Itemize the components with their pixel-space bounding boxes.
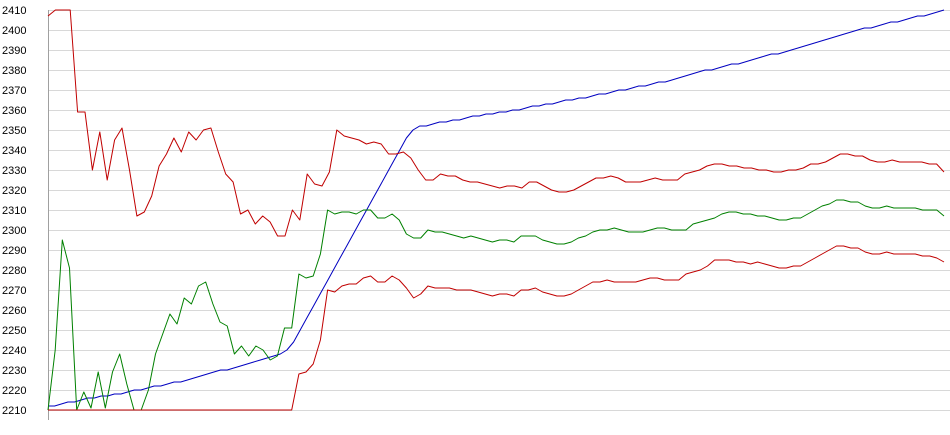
series-line-3 xyxy=(47,199,945,411)
series-line-4 xyxy=(48,245,945,411)
grid xyxy=(48,10,950,411)
series-line-2 xyxy=(47,9,945,237)
y-tick-label: 2280 xyxy=(2,265,26,277)
y-tick-label: 2300 xyxy=(2,225,26,237)
y-tick-label: 2270 xyxy=(2,285,26,297)
y-tick-label: 2390 xyxy=(2,45,26,57)
y-tick-label: 2310 xyxy=(2,205,26,217)
series-line-1 xyxy=(48,9,945,407)
y-tick-label: 2240 xyxy=(2,345,26,357)
y-tick-label: 2340 xyxy=(2,145,26,157)
y-tick-label: 2380 xyxy=(2,65,26,77)
y-tick-label: 2330 xyxy=(2,165,26,177)
y-tick-label: 2350 xyxy=(2,125,26,137)
y-tick-label: 2400 xyxy=(2,25,26,37)
y-tick-label: 2250 xyxy=(2,325,26,337)
y-tick-label: 2370 xyxy=(2,85,26,97)
y-tick-label: 2410 xyxy=(2,5,26,17)
y-tick-label: 2360 xyxy=(2,105,26,117)
series-lines xyxy=(47,9,945,411)
y-tick-label: 2320 xyxy=(2,185,26,197)
y-tick-label: 2260 xyxy=(2,305,26,317)
y-tick-label: 2210 xyxy=(2,405,26,417)
y-tick-labels: 2410 2400 2390 2380 2370 2360 2350 2340 2330 2320… xyxy=(2,5,26,417)
y-tick-label: 2290 xyxy=(2,245,26,257)
y-tick-label: 2230 xyxy=(2,365,26,377)
y-tick-label: 2220 xyxy=(2,385,26,397)
